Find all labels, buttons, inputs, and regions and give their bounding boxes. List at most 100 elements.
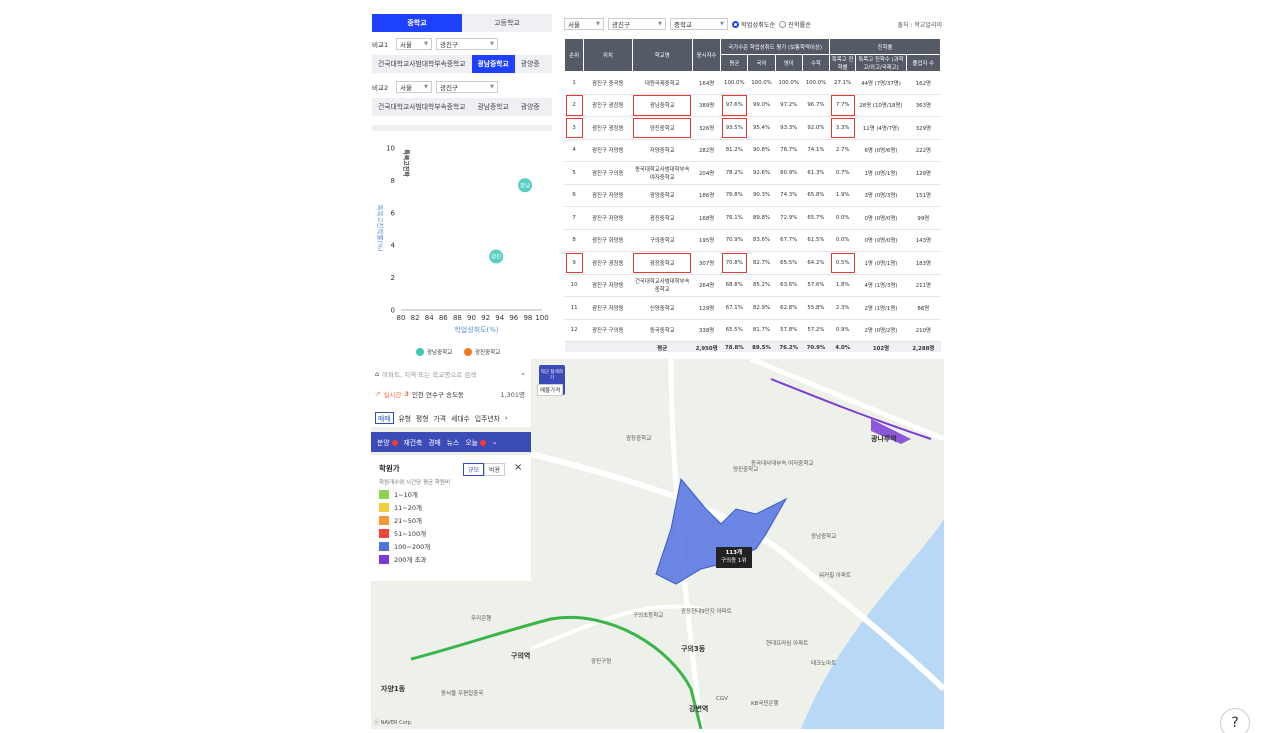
school-chip[interactable]: 광양중 <box>520 60 540 68</box>
filter-size[interactable]: 평형 <box>416 415 429 423</box>
legend-subtitle: 학원개수와 시간당 평균 학원비 <box>379 480 451 486</box>
table-row[interactable]: 7 광진구 자양동 광진중학교 168명 76.1% 89.8% 72.9% 65.7% 0.0… <box>564 206 941 230</box>
filter-price[interactable]: 가격 <box>433 415 447 423</box>
table-cell: 2명 (0명/2명) <box>855 319 907 342</box>
map-place-label[interactable]: 테크노마트 <box>811 661 837 667</box>
realtime-trend[interactable]: ↗ 실시간 3 인천 연수구 송도동 1,301명 <box>375 390 525 399</box>
map-place-label[interactable]: 강변역 <box>689 705 709 713</box>
search-icon[interactable]: ⌕ <box>521 369 525 378</box>
compare1-district-select[interactable]: 광진구 ▼ <box>436 38 498 50</box>
legend-swatch <box>379 515 389 525</box>
academy-zone[interactable] <box>655 477 788 585</box>
search-input[interactable]: ⌂ 아파트, 지역 또는 학교명으로 검색 ⌕ <box>375 369 525 380</box>
map-place-label[interactable]: 양진중학교 <box>733 467 759 473</box>
segment-size[interactable]: 규모 <box>463 463 485 476</box>
table-cell: 12 <box>564 319 584 342</box>
map-place-label[interactable]: 광장중학교 <box>626 436 652 442</box>
table-cell: 1명 (0명/1명) <box>855 161 907 185</box>
table-row[interactable]: 10 광진구 자양동 건국대학교사범대학부속중학교 264명 68.8% 85.2% 63.… <box>564 274 941 297</box>
map-place-label[interactable]: 자양1동 <box>381 685 406 693</box>
filter-type[interactable]: 유형 <box>398 415 412 423</box>
map-place-label[interactable]: 우리은행 <box>471 616 492 622</box>
chevron-right-icon[interactable]: › <box>504 414 508 422</box>
academy-zone-small[interactable] <box>871 419 911 444</box>
table-row[interactable]: 9 광진구 광장동 광장중학교 307명 70.8% 82.7% 65.5% 64.2% 0.5… <box>564 251 941 275</box>
tab-high-school[interactable]: 고등학교 <box>462 14 552 32</box>
filter-sale[interactable]: 매매 <box>375 412 394 424</box>
table-cell: 93.3% <box>775 116 803 140</box>
table-cell: 195명 <box>692 229 721 252</box>
compare2-district-select[interactable]: 광진구 ▼ <box>436 81 498 93</box>
table-row[interactable]: 6 광진구 자양동 광양중학교 186명 76.8% 90.3% 74.3% 65.8% 1.9… <box>564 184 941 207</box>
y-tick-label: 8 <box>391 177 395 185</box>
map-place-label[interactable]: 광진구청 <box>591 659 612 665</box>
x-axis-label: 학업성취도(%) <box>454 325 499 334</box>
table-row[interactable]: 11 광진구 자양동 신양중학교 129명 67.1% 82.9% 62.8% 55.8% 2.… <box>564 296 941 320</box>
map-place-label[interactable]: 구의역 <box>511 652 531 660</box>
filter-households[interactable]: 세대수 <box>451 415 470 423</box>
school-chip[interactable]: 건국대학교사범대학부속중학교 <box>378 103 466 111</box>
cat-presale[interactable]: 분양 <box>377 437 398 447</box>
school-chip-selected[interactable]: 광남중학교 <box>471 55 515 73</box>
compare2-region-select[interactable]: 서울 ▼ <box>396 81 432 93</box>
table-row[interactable]: 12 광진구 구의동 동국중학교 338명 65.5% 81.7% 57.8% 57.2% 0.… <box>564 319 941 342</box>
cat-today[interactable]: 오늘 <box>465 437 486 447</box>
map-place-label[interactable]: 광장현대9단지 아파트 <box>681 609 732 615</box>
district-select[interactable]: 광진구 ▼ <box>608 18 666 30</box>
table-cell: 동국중학교 <box>632 319 693 342</box>
col-graduates: 졸업자 수 <box>905 54 941 72</box>
price-badge[interactable]: 매물가격 <box>537 384 564 396</box>
table-row[interactable]: 3 광진구 광장동 양진중학교 326명 93.5% 95.4% 93.3% 92.0% 3.3… <box>564 116 941 140</box>
map-place-label[interactable]: KB국민은행 <box>751 701 779 707</box>
map-place-label[interactable]: 현대프라임 아파트 <box>766 641 809 647</box>
map-place-label[interactable]: 광남중학교 <box>811 534 837 540</box>
table-cell: 129명 <box>692 296 721 320</box>
chevron-down-icon[interactable]: ⌄ <box>491 438 498 446</box>
table-cell: 동국대학교사범대학부속여자중학교 <box>632 161 693 185</box>
table-cell: 광진구 자양동 <box>583 184 633 207</box>
map-place-label[interactable]: CGV <box>716 696 728 702</box>
table-cell: 210명 <box>906 319 941 342</box>
level-select[interactable]: 중학교 ▼ <box>670 18 728 30</box>
y-tick-label: 0 <box>391 307 395 315</box>
table-row[interactable]: 8 광진구 화양동 구의중학교 195명 70.9% 83.6% 67.7% 61.5% 0.0… <box>564 229 941 252</box>
cat-news[interactable]: 뉴스 <box>446 439 460 447</box>
map-place-label[interactable]: 구의3동 <box>681 645 706 653</box>
trend-icon: ↗ <box>375 390 381 398</box>
table-cell: 광진구 화양동 <box>583 229 633 252</box>
table-cell: 65.8% <box>802 184 830 207</box>
table-cell: 78.8% <box>720 341 748 352</box>
table-row[interactable]: 2 광진구 광장동 광남중학교 389명 97.6% 99.0% 97.2% 96.7% 7.7… <box>564 94 941 117</box>
map-place-label[interactable]: 워커힐 아파트 <box>819 573 852 579</box>
map-place-label[interactable]: 광나루역 <box>871 435 897 443</box>
table-cell: 78.2% <box>720 161 748 185</box>
table-row[interactable]: 1 광진구 중곡동 대원국제중학교 164명 100.0% 100.0% 100.0% 100… <box>564 71 941 95</box>
tab-middle-school[interactable]: 중학교 <box>372 14 462 32</box>
sort-admission-radio[interactable]: 진학률순 <box>779 20 811 29</box>
cat-rebuild[interactable]: 재건축 <box>403 439 423 447</box>
map-place-label[interactable]: 구의초등학교 <box>633 613 664 619</box>
school-chip[interactable]: 광양중 <box>520 103 540 111</box>
sort-achievement-radio[interactable]: 학업성취도순 <box>732 20 775 29</box>
region-select[interactable]: 서울 ▼ <box>564 18 604 30</box>
table-row[interactable]: 5 광진구 구의동 동국대학교사범대학부속여자중학교 204명 78.2% 92.6% 80… <box>564 161 941 185</box>
table-cell: 2,950명 <box>692 341 721 352</box>
compare1-region-select[interactable]: 서울 ▼ <box>396 38 432 50</box>
close-icon[interactable]: × <box>514 462 523 473</box>
table-cell <box>583 341 633 352</box>
map-canvas[interactable] <box>371 359 944 729</box>
help-button[interactable]: ? <box>1220 708 1250 733</box>
school-chip[interactable]: 건국대학교사범대학부속중학교 <box>378 60 466 68</box>
map-place-label[interactable]: 동서울 우편집중국 <box>441 691 484 697</box>
map-place-label[interactable]: 동국대사대부속 여자중학교 <box>751 461 814 467</box>
school-chip[interactable]: 광남중학교 <box>477 103 509 111</box>
cat-auction[interactable]: 경매 <box>428 439 441 447</box>
table-cell: 96.7% <box>802 94 830 117</box>
table-row[interactable]: 4 광진구 자양동 자양중학교 282명 81.2% 90.8% 78.7% 74.1% 2.7… <box>564 139 941 162</box>
table-cell: 광진구 광장동 <box>583 94 633 117</box>
y-tick-label: 4 <box>391 242 396 250</box>
filter-year[interactable]: 입주년차 <box>474 415 500 423</box>
y-tick-label: 2 <box>391 274 395 282</box>
segment-cost[interactable]: 비용 <box>484 463 506 476</box>
